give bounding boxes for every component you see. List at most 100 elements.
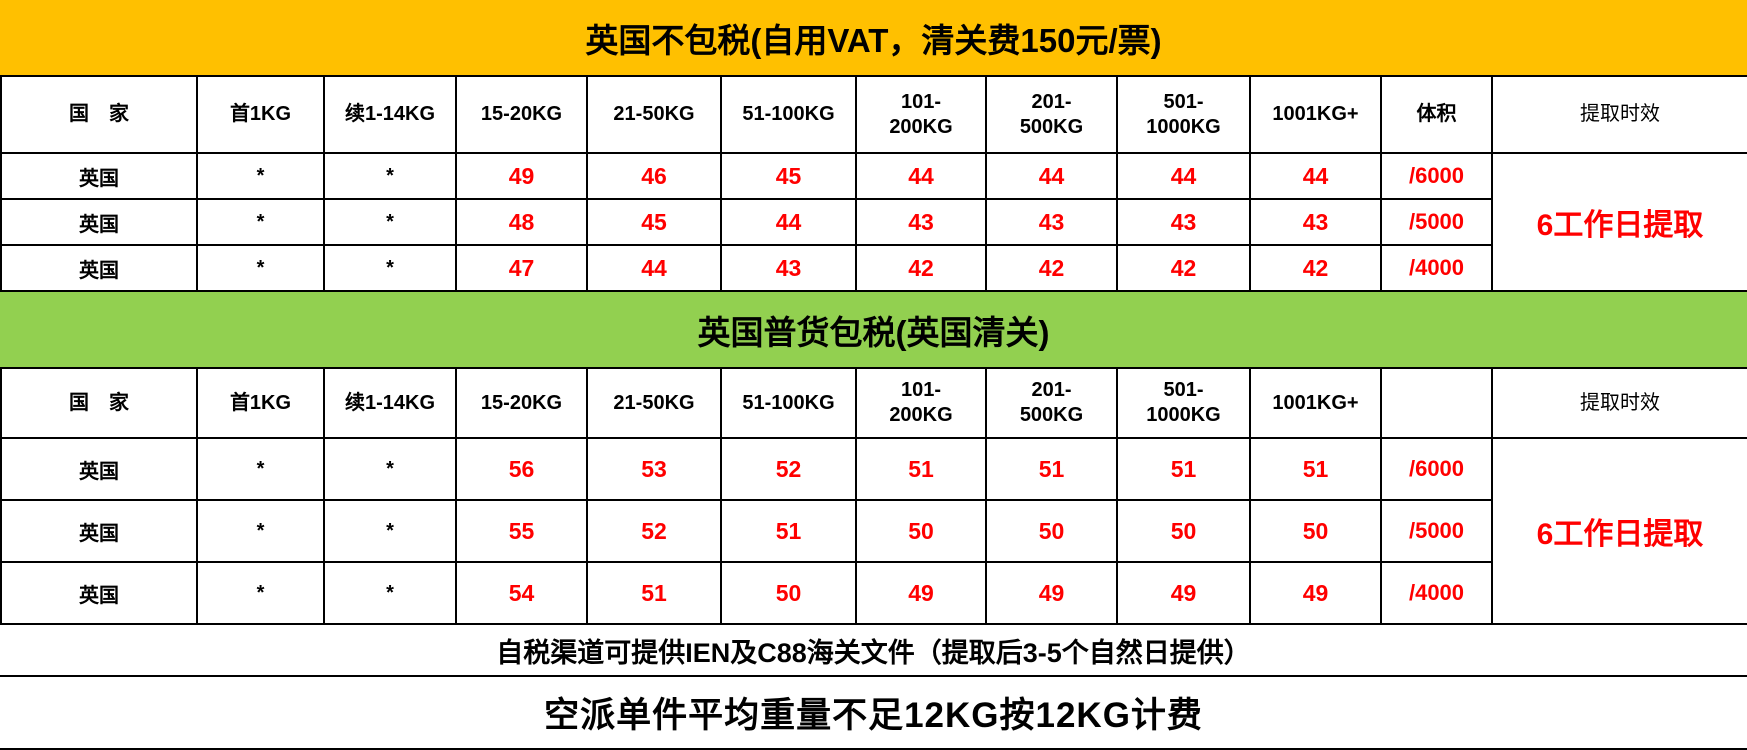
star-cell: * [323,561,457,625]
rate-cell: 49 [455,152,588,200]
column-header: 1001KG+ [1249,75,1382,154]
star-cell: * [196,561,325,625]
rate-cell: 42 [985,244,1118,292]
column-header: 101- 200KG [855,75,987,154]
rate-cell: 42 [1249,244,1382,292]
table-row: 英国 * * 48 45 44 43 43 43 43/5000 [0,198,1747,246]
rate-cell: 53 [586,437,722,501]
column-header: 体积 [1380,75,1493,154]
min-weight-note-text: 空派单件平均重量不足12KG按12KG计费 [544,696,1203,735]
rate-cell: 52 [586,499,722,563]
rate-cell: 50 [720,561,857,625]
column-header: 21-50KG [586,367,722,439]
volume-cell: /5000 [1380,499,1493,563]
rate-cell: 43 [985,198,1118,246]
star-cell: * [323,152,457,200]
volume-cell: /4000 [1380,561,1493,625]
table-row: 英国 * * 49 46 45 44 44 44 44/6000 6工作日提取 [0,152,1747,292]
column-header: 续1-14KG [323,367,457,439]
table-row: 英国 * * 56 53 52 51 51 51 51/6000 6工作日提取 [0,437,1747,625]
rate-cell: 52 [720,437,857,501]
rate-cell: 49 [855,561,987,625]
untaxed-section-title: 英国不包税(自用VAT，清关费150元/票) [585,21,1162,59]
volume-cell: /5000 [1380,198,1493,246]
rate-cell: 50 [985,499,1118,563]
star-cell: * [196,152,325,200]
country-cell: 英国 [0,437,198,501]
taxed-section-title: 英国普货包税(英国清关) [697,313,1050,351]
star-cell: * [323,244,457,292]
table-row: 英国 * * 55 52 51 50 50 50 50/5000 [0,499,1747,563]
table-row: 英国 * * 47 44 43 42 42 42 42/4000 [0,244,1747,292]
column-header: 国 家 [0,75,198,154]
column-header: 15-20KG [455,75,588,154]
column-header: 首1KG [196,367,325,439]
rate-cell: 48 [455,198,588,246]
country-cell: 英国 [0,561,198,625]
column-header: 201- 500KG [985,367,1118,439]
rate-cell: 54 [455,561,588,625]
star-cell: * [323,437,457,501]
rate-cell: 45 [586,198,722,246]
rate-cell: 42 [1116,244,1251,292]
table-row: 英国 * * 54 51 50 49 49 49 49/4000 [0,561,1747,625]
country-cell: 英国 [0,244,198,292]
column-header: 101- 200KG [855,367,987,439]
rate-cell: 51 [1116,437,1251,501]
rate-cell: 51 [586,561,722,625]
star-cell: * [196,437,325,501]
rate-cell: 44 [985,152,1118,200]
star-cell: * [323,499,457,563]
rate-cell: 51 [720,499,857,563]
star-cell: * [196,244,325,292]
rate-cell: 43 [1249,198,1382,246]
rate-cell: 44 [1249,152,1382,200]
untaxed-section-banner: 英国不包税(自用VAT，清关费150元/票) [0,0,1747,75]
rate-cell: 55 [455,499,588,563]
rate-cell: 44 [720,198,857,246]
column-header: 15-20KG [455,367,588,439]
min-weight-note: 空派单件平均重量不足12KG按12KG计费 [0,677,1747,750]
star-cell: * [196,499,325,563]
rate-cell: 50 [855,499,987,563]
volume-cell: /6000 [1380,152,1493,200]
rate-cell: 49 [1249,561,1382,625]
volume-cell: /4000 [1380,244,1493,292]
rate-cell: 51 [855,437,987,501]
column-header: 51-100KG [720,367,857,439]
country-cell: 英国 [0,152,198,200]
taxed-section-banner: 英国普货包税(英国清关) [0,292,1747,367]
rate-cell: 47 [455,244,588,292]
pickup-time-cell: 6工作日提取 [1491,437,1747,625]
column-header: 501- 1000KG [1116,75,1251,154]
column-header-row: 国 家首1KG 续1-14KG 15-20KG 21-50KG 51-100KG 101-… [0,75,1747,154]
rate-cell: 51 [1249,437,1382,501]
rate-cell: 43 [855,198,987,246]
rate-cell: 44 [855,152,987,200]
column-header: 501- 1000KG [1116,367,1251,439]
column-header: 首1KG [196,75,325,154]
column-header: 提取时效 [1491,367,1747,439]
rate-cell: 42 [855,244,987,292]
rate-cell: 43 [1116,198,1251,246]
column-header: 1001KG+ [1249,367,1382,439]
column-header: 国 家 [0,367,198,439]
taxed-price-table: 国 家首1KG 续1-14KG 15-20KG 21-50KG 51-100KG 101-… [0,367,1747,625]
rate-cell: 44 [1116,152,1251,200]
column-header-row: 国 家首1KG 续1-14KG 15-20KG 21-50KG 51-100KG 101-… [0,367,1747,439]
column-header: 51-100KG [720,75,857,154]
customs-docs-note: 自税渠道可提供IEN及C88海关文件（提取后3-5个自然日提供） [0,625,1747,677]
star-cell: * [196,198,325,246]
pickup-time-cell: 6工作日提取 [1491,152,1747,292]
column-header: 续1-14KG [323,75,457,154]
column-header: 201- 500KG [985,75,1118,154]
rate-cell: 50 [1116,499,1251,563]
volume-cell: /6000 [1380,437,1493,501]
star-cell: * [323,198,457,246]
rate-cell: 49 [1116,561,1251,625]
rate-cell: 51 [985,437,1118,501]
rate-cell: 44 [586,244,722,292]
rate-cell: 43 [720,244,857,292]
column-header: 21-50KG [586,75,722,154]
